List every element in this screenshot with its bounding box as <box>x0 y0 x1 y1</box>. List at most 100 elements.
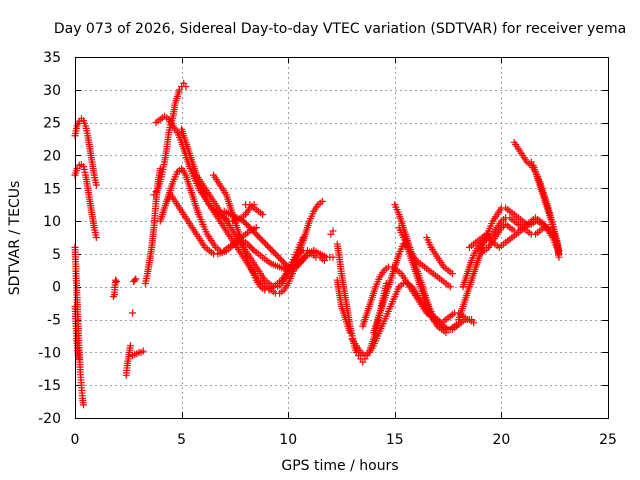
data-point <box>555 253 563 261</box>
y-tick-label: -5 <box>47 313 61 329</box>
data-point <box>300 253 308 261</box>
data-point <box>273 252 281 260</box>
data-point <box>299 234 307 241</box>
data-point <box>276 255 284 263</box>
y-tick-label: 5 <box>52 247 61 263</box>
series-arc-19 <box>242 201 267 219</box>
data-point <box>129 309 137 317</box>
data-point <box>279 258 287 266</box>
data-point <box>254 232 262 240</box>
axis-ticks <box>75 57 609 419</box>
data-point <box>80 401 88 409</box>
data-points <box>71 79 563 409</box>
series-arc-34 <box>527 158 563 261</box>
series-arc-5 <box>109 276 121 301</box>
data-point <box>262 240 270 248</box>
data-point <box>239 217 247 225</box>
x-tick-label: 5 <box>177 432 186 448</box>
data-point <box>291 263 299 271</box>
y-tick-label: 30 <box>43 83 61 99</box>
series-arc-11 <box>150 79 190 199</box>
data-point <box>329 253 337 261</box>
x-axis-label: GPS time / hours <box>281 458 398 474</box>
series-arc-27 <box>395 224 454 291</box>
data-point <box>92 234 100 241</box>
data-point <box>540 220 548 228</box>
data-point <box>126 342 134 350</box>
data-point <box>448 270 456 278</box>
data-point <box>241 219 249 227</box>
data-point <box>265 243 273 251</box>
data-point <box>281 260 289 268</box>
data-point <box>446 283 454 291</box>
series-arc-32 <box>476 214 548 258</box>
data-point <box>299 255 307 263</box>
series-arc-26 <box>391 201 463 333</box>
data-point <box>113 277 121 285</box>
tick-labels: 0 5 10 15 20 25 -20 -15 -10 -5 0 5 10 15 20 25 30 35 <box>38 50 617 448</box>
y-tick-label: 0 <box>52 280 61 296</box>
data-point <box>259 237 267 245</box>
series-arc-20 <box>327 227 337 238</box>
series-arc-8 <box>129 347 147 360</box>
data-point <box>302 252 310 260</box>
chart-title: Day 073 of 2026, Sidereal Day-to-day VTE… <box>54 21 626 37</box>
data-point <box>270 248 278 256</box>
series-arc-7 <box>129 309 137 317</box>
data-point <box>243 220 251 228</box>
data-point <box>292 261 300 269</box>
series-arc-18 <box>220 207 337 271</box>
data-point <box>318 197 326 205</box>
data-point <box>252 230 260 238</box>
y-tick-label: -20 <box>38 411 61 427</box>
data-point <box>259 211 267 219</box>
series-arc-28 <box>423 234 456 278</box>
data-point <box>329 227 337 235</box>
series-arc-21 <box>333 240 390 366</box>
data-point <box>295 258 303 266</box>
series-arc-9 <box>130 275 140 285</box>
data-point <box>75 355 83 363</box>
y-axis-label: SDTVAR / TECUs <box>7 181 23 296</box>
data-point <box>244 222 252 230</box>
y-tick-label: -15 <box>38 378 61 394</box>
data-point <box>297 256 305 264</box>
data-point <box>260 238 268 246</box>
data-point <box>249 227 257 235</box>
data-point <box>139 347 147 355</box>
data-point <box>251 229 259 237</box>
data-point <box>268 247 276 255</box>
data-point <box>275 253 283 261</box>
grid-lines <box>75 57 608 418</box>
data-point <box>257 235 265 243</box>
plot-frame <box>75 57 609 419</box>
data-point <box>132 275 140 283</box>
x-tick-label: 0 <box>71 432 80 448</box>
y-tick-label: -10 <box>38 345 61 361</box>
y-tick-label: 25 <box>43 116 61 132</box>
data-point <box>294 260 302 268</box>
data-point <box>263 242 271 250</box>
data-point <box>248 245 256 253</box>
x-tick-label: 10 <box>279 432 297 448</box>
data-point <box>255 234 263 241</box>
data-point <box>131 276 139 284</box>
data-point <box>271 250 279 258</box>
series-arc-6 <box>122 342 134 379</box>
data-point <box>247 225 255 233</box>
data-point <box>267 245 275 253</box>
x-tick-label: 20 <box>492 432 510 448</box>
y-tick-label: 15 <box>43 181 61 197</box>
series-arc-17 <box>210 171 328 294</box>
data-point <box>112 276 120 284</box>
y-tick-label: 35 <box>43 50 61 66</box>
data-point <box>244 240 252 248</box>
data-point <box>283 261 291 269</box>
y-tick-label: 10 <box>43 214 61 230</box>
x-tick-label: 15 <box>386 432 404 448</box>
x-tick-label: 25 <box>599 432 617 448</box>
data-point <box>92 181 100 189</box>
data-point <box>245 242 253 250</box>
series-arc-22 <box>333 276 356 340</box>
